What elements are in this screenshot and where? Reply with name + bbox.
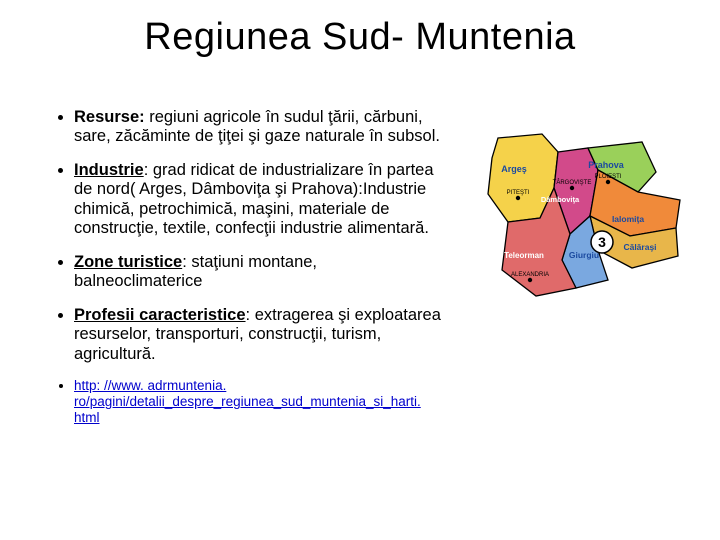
map-region-label-argeş: Argeş: [501, 164, 527, 174]
map-city-marker: [570, 186, 574, 190]
bullet-industrie-label: Industrie: [74, 161, 144, 179]
map-city-label: ALEXANDRIA: [511, 272, 549, 278]
bullet-zone-label: Zone turistice: [74, 253, 182, 271]
bullet-profesii: Profesii caracteristice: extragerea şi e…: [74, 306, 446, 364]
map-region-label-dâmboviţa: Dâmboviţa: [541, 195, 580, 204]
map-region-label-ialomiţa: Ialomiţa: [612, 214, 644, 224]
map-city-marker: [516, 196, 520, 200]
bullet-zone: Zone turistice: staţiuni montane, balneo…: [74, 253, 446, 292]
map-region-label-teleorman: Teleorman: [504, 251, 544, 260]
region-map: Argeş Dâmboviţa Prahova Ialomiţa Călăraşi Giu…: [480, 130, 685, 305]
map-region-label-giurgiu: Giurgiu: [569, 250, 599, 260]
map-badge-number: 3: [598, 234, 606, 250]
map-city-label: TÂRGOVIŞTE: [553, 179, 592, 186]
map-city-label: PLOIEŞTI: [594, 174, 621, 180]
slide: Regiunea Sud- Muntenia Resurse: regiuni …: [0, 0, 720, 540]
bullet-list: Resurse: regiuni agricole în sudul ţării…: [56, 108, 446, 440]
bullet-resurse-label: Resurse:: [74, 108, 145, 126]
bullet-industrie: Industrie: grad ridicat de industrializa…: [74, 161, 446, 239]
bullet-profesii-label: Profesii caracteristice: [74, 306, 246, 324]
map-region-label-călăraşi: Călăraşi: [623, 242, 656, 252]
map-city-label: PITEŞTI: [507, 190, 530, 196]
slide-title: Regiunea Sud- Muntenia: [0, 16, 720, 59]
bullet-resurse: Resurse: regiuni agricole în sudul ţării…: [74, 108, 446, 147]
map-region-label-prahova: Prahova: [588, 160, 625, 170]
bullet-link: http: //www. adrmuntenia. ro/pagini/deta…: [74, 378, 446, 426]
source-link[interactable]: http: //www. adrmuntenia. ro/pagini/deta…: [74, 378, 421, 425]
map-city-marker: [528, 278, 532, 282]
map-city-marker: [606, 180, 610, 184]
